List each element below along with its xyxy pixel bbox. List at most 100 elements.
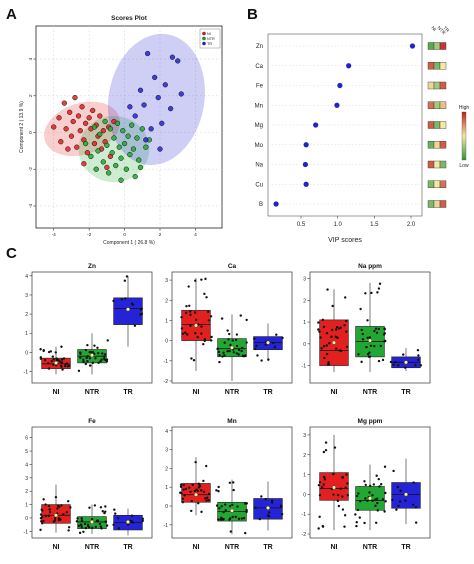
data-point-ni <box>91 140 98 147</box>
data-point-ni <box>61 100 67 106</box>
heatmap-cell <box>427 81 435 90</box>
jitter-point <box>397 364 400 367</box>
jitter-point <box>51 355 55 358</box>
jitter-point <box>384 339 387 343</box>
jitter-point <box>318 481 322 484</box>
heatmap-cell <box>439 81 447 90</box>
data-point-tr <box>137 87 144 93</box>
jitter-point <box>60 365 63 368</box>
category-label: NI <box>331 389 338 396</box>
jitter-point <box>345 473 348 476</box>
legend-marker-ntr <box>202 36 206 41</box>
tick-label-y: 1 <box>303 473 306 479</box>
data-point-ntr <box>107 126 114 132</box>
heatmap-cell <box>433 121 441 129</box>
jitter-point <box>139 313 142 316</box>
data-point-ntr <box>134 135 140 141</box>
jitter-point <box>180 491 183 495</box>
data-point-tr <box>155 94 161 101</box>
jitter-point <box>368 484 372 488</box>
jitter-point <box>272 341 275 345</box>
legend-label: NI <box>207 32 211 36</box>
category-label: TR <box>401 544 410 551</box>
jitter-point <box>98 522 102 526</box>
jitter-point <box>96 351 100 355</box>
data-point-ni <box>81 161 87 167</box>
jitter-point <box>216 347 219 351</box>
jitter-point <box>228 349 231 353</box>
jitter-point <box>188 304 191 307</box>
jitter-point <box>54 495 58 499</box>
jitter-point <box>322 450 326 454</box>
jitter-point <box>360 328 363 332</box>
category-label: Mg <box>255 123 263 129</box>
jitter-point <box>60 345 63 348</box>
jitter-point <box>62 357 66 360</box>
jitter-point <box>402 353 405 356</box>
jitter-point <box>94 357 97 360</box>
jitter-point <box>364 292 367 295</box>
jitter-point <box>190 500 194 503</box>
heatmap-column-label: NTR <box>436 25 447 36</box>
jitter-point <box>344 486 347 489</box>
jitter-point <box>77 524 80 528</box>
jitter-point <box>191 483 194 487</box>
category-label: NTR <box>363 389 377 396</box>
heatmap-cell <box>439 180 447 188</box>
panel-title: Mg ppm <box>358 418 383 425</box>
jitter-point <box>326 363 330 366</box>
jitter-point <box>366 499 369 503</box>
data-point-ntr <box>136 157 142 163</box>
jitter-point <box>240 517 244 520</box>
x-axis-label: Component 1 ( 26.8 %) <box>103 240 155 246</box>
jitter-point <box>204 277 207 281</box>
category-label: NI <box>53 389 60 396</box>
legend-label: NTR <box>207 37 215 41</box>
jitter-point <box>389 360 393 364</box>
data-point-tr <box>157 146 163 152</box>
heatmap-cell <box>427 200 435 208</box>
tick-label-y: -1 <box>24 529 29 535</box>
jitter-point <box>343 525 346 528</box>
jitter-point <box>368 336 372 339</box>
category-label: Cu <box>255 182 263 188</box>
jitter-point <box>227 332 231 336</box>
jitter-point <box>339 487 342 490</box>
tick-label-x: 0 <box>123 232 126 238</box>
jitter-point <box>207 498 210 502</box>
category-label: Mo <box>255 143 264 149</box>
jitter-point <box>79 356 82 359</box>
jitter-point <box>60 504 63 507</box>
tick-label-x: 0.5 <box>297 222 306 228</box>
jitter-point <box>185 304 188 308</box>
data-point-ntr <box>137 164 144 171</box>
heatmap-cell <box>439 141 447 149</box>
data-point-ni <box>67 109 73 115</box>
jitter-point <box>322 345 326 348</box>
jitter-point <box>47 504 51 508</box>
jitter-point <box>376 509 379 512</box>
heatmap-cell <box>427 141 435 149</box>
jitter-point <box>44 514 48 518</box>
jitter-point <box>218 353 221 357</box>
jitter-point <box>44 503 47 506</box>
jitter-point <box>61 368 64 371</box>
data-point-ntr <box>143 144 149 150</box>
tick-label-x: -2 <box>87 232 92 238</box>
jitter-point <box>39 528 42 532</box>
jitter-point <box>223 354 226 357</box>
jitter-point <box>193 489 197 493</box>
jitter-point <box>194 460 197 464</box>
jitter-point <box>186 333 189 336</box>
jitter-point <box>77 369 81 373</box>
category-label: Fe <box>256 84 264 90</box>
jitter-point <box>279 504 283 507</box>
category-label: B <box>259 202 263 208</box>
jitter-point <box>203 497 207 500</box>
vip-point <box>409 43 416 49</box>
tick-label-x: 2.0 <box>407 222 416 228</box>
data-point-ntr <box>93 166 99 172</box>
jitter-point <box>376 501 379 505</box>
jitter-point <box>374 498 377 501</box>
